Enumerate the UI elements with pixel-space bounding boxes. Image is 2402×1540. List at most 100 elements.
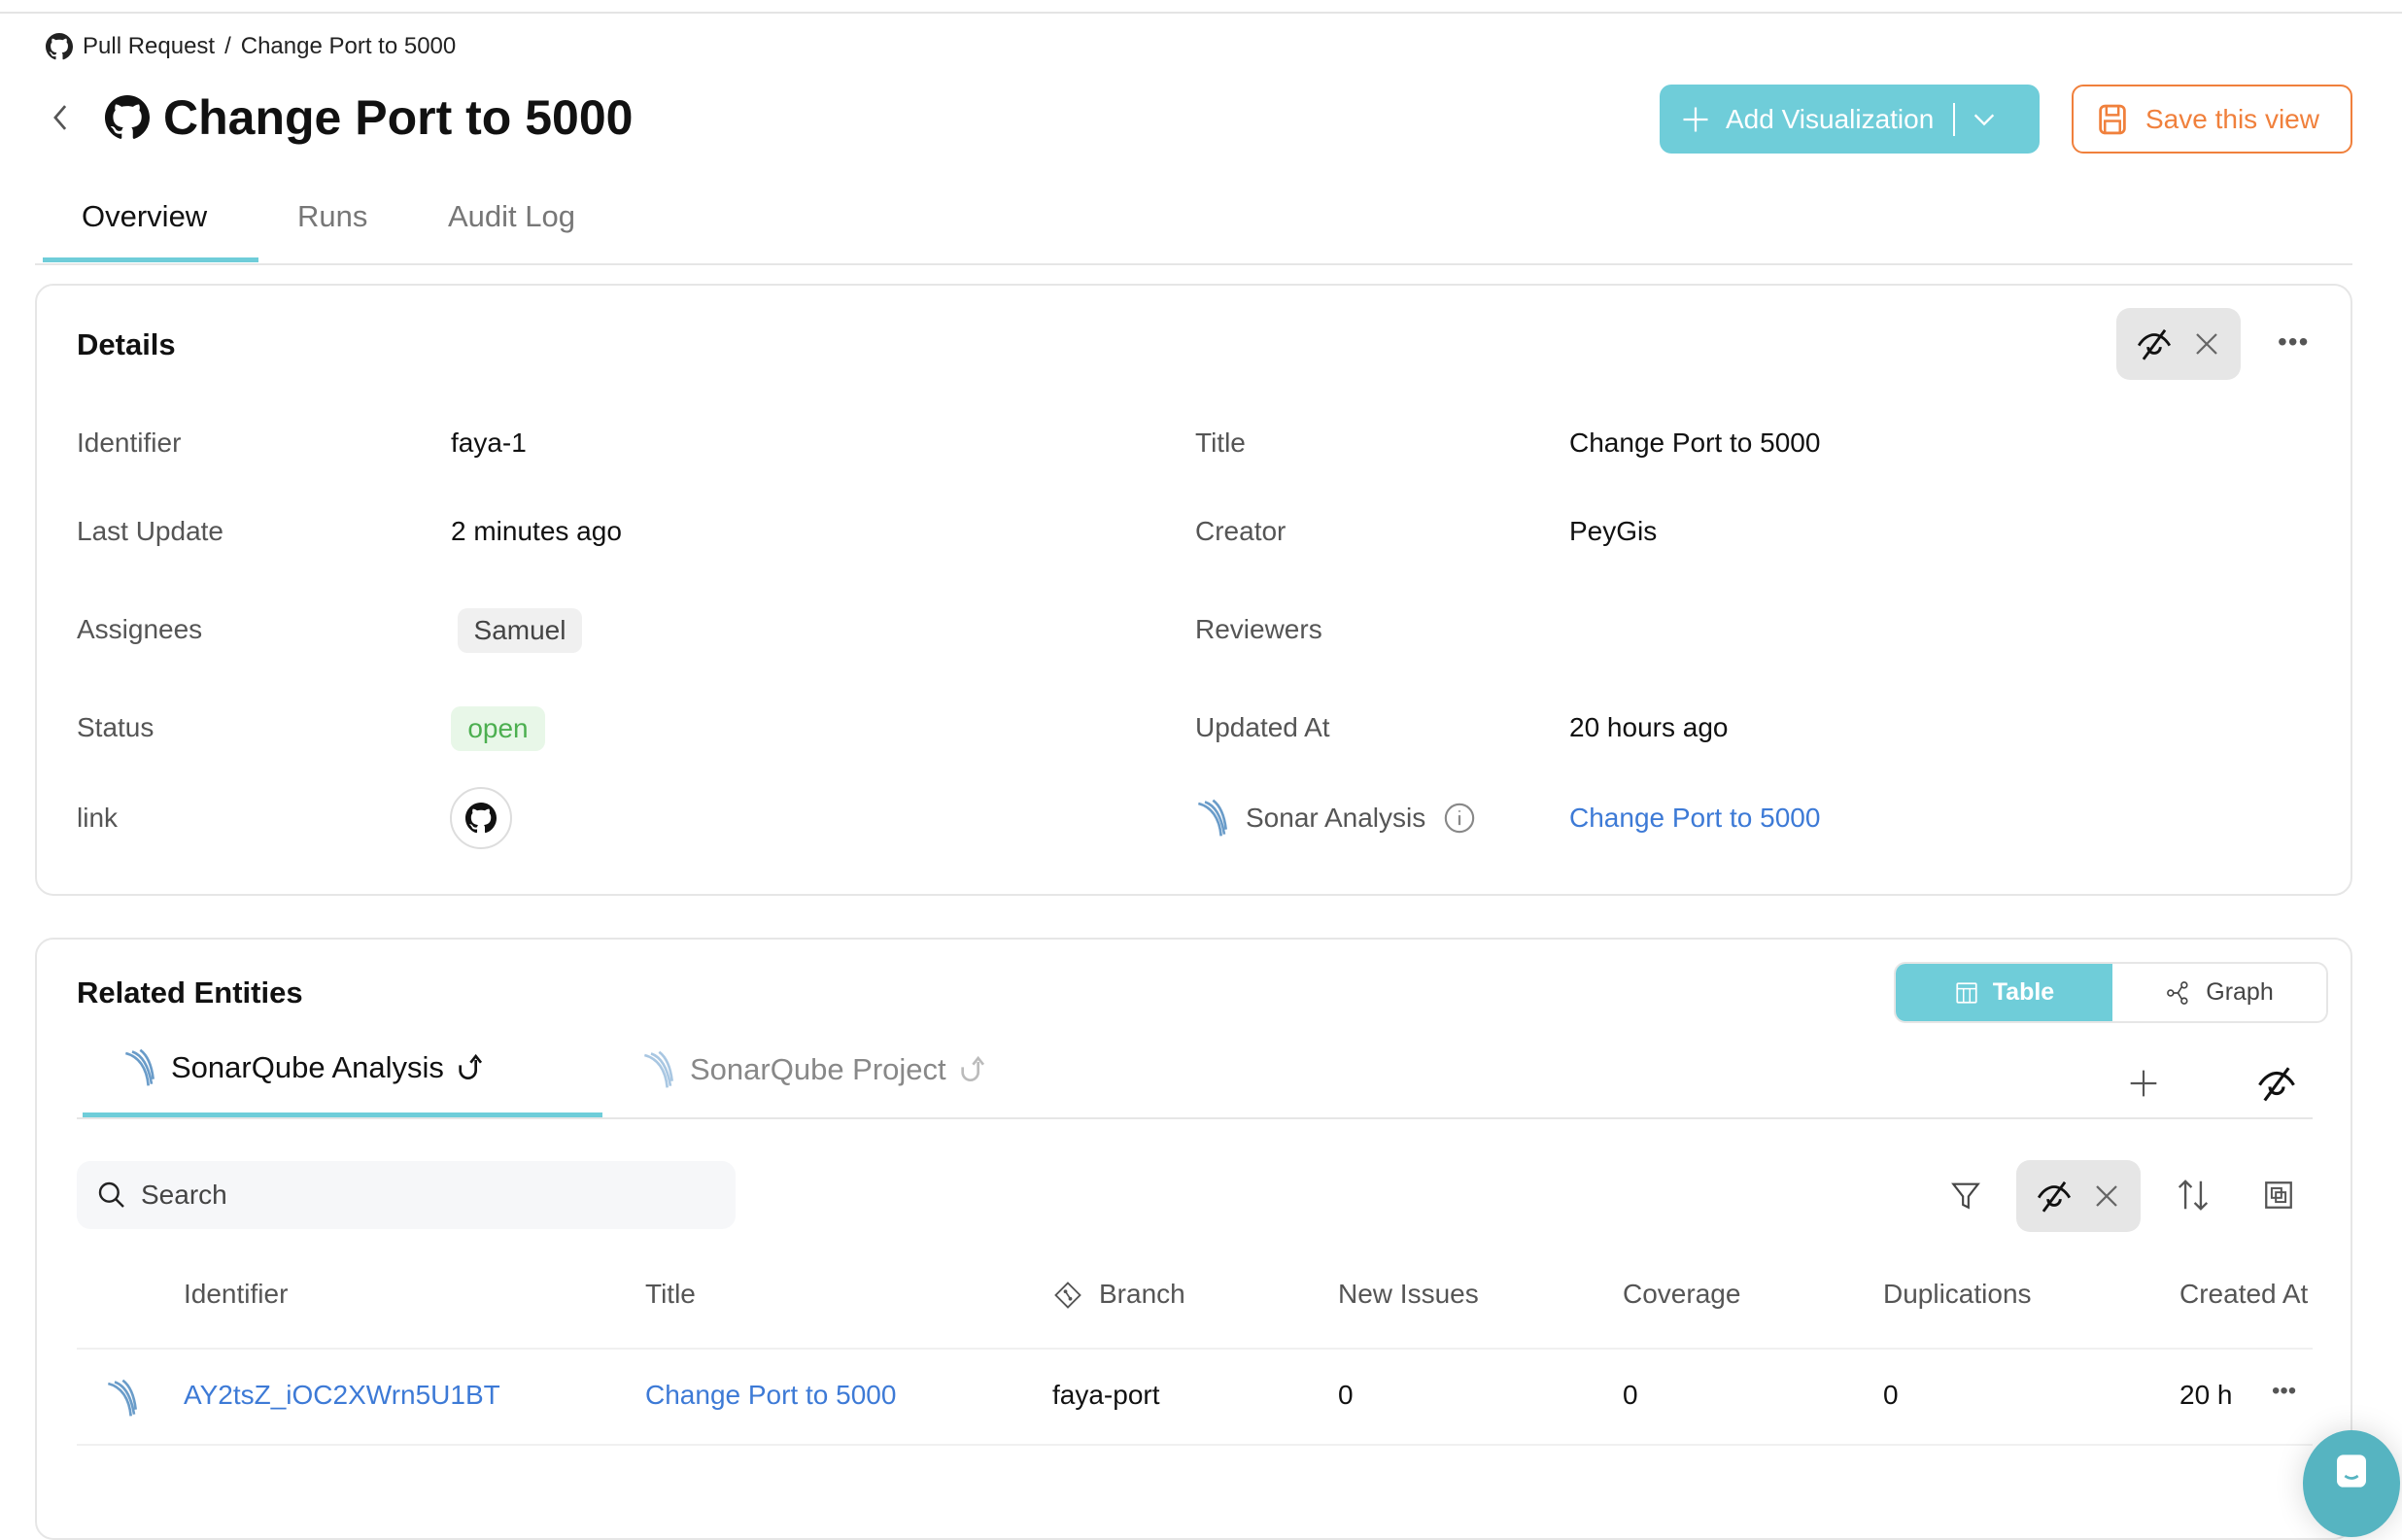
add-visualization-label: Add Visualization <box>1726 103 1935 134</box>
git-branch-icon <box>1054 1282 1081 1309</box>
tab-label: SonarQube Analysis <box>171 1050 444 1084</box>
add-relation-icon[interactable] <box>2128 1068 2159 1099</box>
sonarqube-icon <box>105 1378 144 1419</box>
table-icon <box>1956 981 1977 1004</box>
save-view-button[interactable]: Save this view <box>2072 85 2352 154</box>
breadcrumb: Pull Request / Change Port to 5000 <box>46 33 456 60</box>
value-title: Change Port to 5000 <box>1569 428 1821 458</box>
label-identifier: Identifier <box>77 428 182 458</box>
search-placeholder: Search <box>141 1180 227 1210</box>
label-updated-at: Updated At <box>1195 712 1330 742</box>
breadcrumb-current: Change Port to 5000 <box>240 33 457 59</box>
value-updated-at: 20 hours ago <box>1569 712 1729 742</box>
eye-off-icon <box>2036 1178 2073 1215</box>
close-icon <box>2092 1181 2121 1211</box>
chat-icon <box>2337 1454 2366 1488</box>
button-divider <box>1953 102 1956 136</box>
label-assignees: Assignees <box>77 614 203 644</box>
hide-details-button[interactable] <box>2116 308 2241 380</box>
eye-off-icon[interactable] <box>2256 1063 2297 1104</box>
breadcrumb-separator: / <box>224 33 231 59</box>
tab-overview[interactable]: Overview <box>82 199 208 233</box>
column-header-branch[interactable]: Branch <box>1099 1279 1185 1309</box>
label-creator: Creator <box>1195 516 1287 546</box>
details-title: Details <box>77 327 176 361</box>
label-status: Status <box>77 712 154 742</box>
close-icon <box>2192 329 2221 359</box>
search-input[interactable]: Search <box>77 1161 736 1229</box>
label-sonar-analysis: Sonar Analysis <box>1195 799 1476 838</box>
column-header-duplications[interactable]: Duplications <box>1883 1279 2032 1309</box>
row-created-at: 20 h <box>2179 1380 2233 1410</box>
label-title: Title <box>1195 428 1246 458</box>
plus-icon <box>1683 107 1708 131</box>
active-subtab-indicator <box>83 1112 602 1117</box>
tab-sonarqube-analysis[interactable]: SonarQube Analysis <box>122 1047 485 1088</box>
assignee-chip: Samuel <box>458 608 582 653</box>
sonar-analysis-label: Sonar Analysis <box>1246 803 1426 833</box>
table-view-label: Table <box>1992 978 2055 1006</box>
status-badge: open <box>451 706 545 751</box>
row-duplications: 0 <box>1883 1380 1899 1410</box>
sort-icon[interactable] <box>2175 1176 2212 1215</box>
filter-icon[interactable] <box>1949 1178 1982 1213</box>
github-icon <box>105 95 150 140</box>
sonarqube-icon <box>641 1049 680 1090</box>
row-title-link[interactable]: Change Port to 5000 <box>645 1380 897 1410</box>
row-more-options-icon[interactable]: ••• <box>2272 1378 2297 1404</box>
more-options-icon[interactable]: ••• <box>2278 326 2310 357</box>
tab-runs[interactable]: Runs <box>297 199 368 233</box>
save-view-label: Save this view <box>2145 103 2319 134</box>
graph-icon <box>2167 980 2188 1005</box>
add-visualization-button[interactable]: Add Visualization <box>1660 85 2040 154</box>
group-by-icon[interactable] <box>2262 1178 2295 1213</box>
tab-label: SonarQube Project <box>690 1052 946 1086</box>
row-branch: faya-port <box>1052 1380 1160 1410</box>
graph-view-label: Graph <box>2206 978 2274 1006</box>
info-icon[interactable] <box>1443 802 1476 835</box>
column-header-identifier[interactable]: Identifier <box>184 1279 289 1309</box>
github-icon <box>46 33 73 60</box>
graph-view-button[interactable]: Graph <box>2112 964 2326 1021</box>
relation-upstream-icon <box>459 1053 482 1079</box>
row-new-issues: 0 <box>1338 1380 1354 1410</box>
tab-sonarqube-project[interactable]: SonarQube Project <box>641 1049 987 1090</box>
top-divider <box>0 12 2402 14</box>
breadcrumb-parent[interactable]: Pull Request <box>83 33 216 59</box>
value-creator: PeyGis <box>1569 516 1658 546</box>
row-coverage: 0 <box>1623 1380 1638 1410</box>
back-chevron-icon[interactable] <box>49 101 72 134</box>
relation-upstream-icon <box>960 1055 984 1081</box>
sonarqube-icon <box>1195 799 1234 838</box>
related-entities-card <box>35 938 2352 1540</box>
value-last-update: 2 minutes ago <box>451 516 622 546</box>
chat-support-button[interactable] <box>2303 1430 2400 1537</box>
sonarqube-icon <box>122 1047 161 1088</box>
github-link-button[interactable] <box>450 787 512 849</box>
tabs-divider <box>35 263 2352 265</box>
save-icon <box>2099 104 2126 134</box>
related-entities-title: Related Entities <box>77 975 303 1010</box>
chevron-down-icon[interactable] <box>1971 106 1998 133</box>
column-header-created-at[interactable]: Created At <box>2179 1279 2309 1309</box>
details-card <box>35 284 2352 896</box>
header-divider <box>77 1348 2313 1350</box>
label-reviewers: Reviewers <box>1195 614 1322 644</box>
table-view-button[interactable]: Table <box>1896 964 2112 1021</box>
page-title: Change Port to 5000 <box>163 90 634 145</box>
eye-off-icon <box>2136 325 2173 362</box>
sonar-analysis-link[interactable]: Change Port to 5000 <box>1569 803 1821 833</box>
github-icon <box>465 803 497 834</box>
label-last-update: Last Update <box>77 516 223 546</box>
value-identifier: faya-1 <box>451 428 527 458</box>
view-toggle: Table Graph <box>1894 962 2328 1023</box>
tab-audit-log[interactable]: Audit Log <box>448 199 575 233</box>
column-header-coverage[interactable]: Coverage <box>1623 1279 1741 1309</box>
row-divider <box>77 1444 2313 1446</box>
page-header: Change Port to 5000 <box>49 89 633 146</box>
search-icon <box>98 1181 124 1208</box>
column-header-new-issues[interactable]: New Issues <box>1338 1279 1479 1309</box>
hide-columns-button[interactable] <box>2016 1160 2141 1232</box>
row-identifier-link[interactable]: AY2tsZ_iOC2XWrn5U1BT <box>184 1380 500 1410</box>
column-header-title[interactable]: Title <box>645 1279 696 1309</box>
